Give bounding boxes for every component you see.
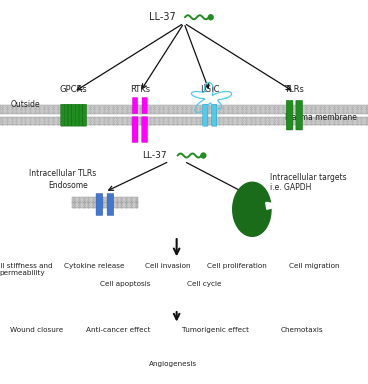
Text: Intracellular targets: Intracellular targets (270, 173, 347, 182)
FancyBboxPatch shape (132, 98, 138, 114)
Bar (0, 105, 368, 114)
Text: Cell stiffness and
permeability: Cell stiffness and permeability (0, 263, 53, 276)
FancyBboxPatch shape (72, 104, 75, 126)
Text: Cell migration: Cell migration (289, 263, 340, 269)
Text: i.e. GAPDH: i.e. GAPDH (270, 182, 312, 192)
Text: Cell apoptosis: Cell apoptosis (100, 281, 151, 287)
Bar (72, 197, 138, 203)
FancyBboxPatch shape (96, 194, 103, 215)
Text: Intracellular TLRs: Intracellular TLRs (29, 169, 97, 178)
Polygon shape (266, 202, 275, 209)
Text: LGIC: LGIC (200, 85, 219, 94)
Text: GPCRs: GPCRs (60, 85, 88, 94)
Polygon shape (233, 182, 271, 236)
FancyBboxPatch shape (68, 104, 72, 126)
FancyBboxPatch shape (75, 104, 79, 126)
FancyBboxPatch shape (296, 101, 302, 130)
Circle shape (201, 153, 206, 158)
Text: Wound closure: Wound closure (10, 327, 63, 333)
FancyBboxPatch shape (132, 117, 138, 142)
Text: Plasma membrane: Plasma membrane (285, 113, 357, 122)
FancyBboxPatch shape (83, 104, 86, 126)
FancyBboxPatch shape (107, 194, 114, 215)
Text: Anti-cancer effect: Anti-cancer effect (85, 327, 150, 333)
Text: Cell cycle: Cell cycle (187, 281, 222, 287)
FancyBboxPatch shape (142, 117, 148, 142)
Text: RTKs: RTKs (130, 85, 150, 94)
FancyBboxPatch shape (203, 104, 208, 126)
FancyBboxPatch shape (212, 104, 217, 126)
Text: Tumorigenic effect: Tumorigenic effect (182, 327, 249, 333)
Text: Cell proliferation: Cell proliferation (208, 263, 267, 269)
Text: LL-37: LL-37 (149, 12, 175, 22)
Text: Cytokine release: Cytokine release (64, 263, 124, 269)
FancyBboxPatch shape (61, 104, 64, 126)
Text: Cell invasion: Cell invasion (145, 263, 190, 269)
Text: Endosome: Endosome (48, 180, 88, 190)
Text: Angiogenesis: Angiogenesis (149, 361, 197, 367)
Text: Chemotaxis: Chemotaxis (280, 327, 323, 333)
Bar (0, 117, 368, 125)
Text: Outside: Outside (11, 100, 41, 109)
Text: TLRs: TLRs (284, 85, 304, 94)
FancyBboxPatch shape (142, 98, 147, 114)
Bar (72, 202, 138, 208)
Text: LL-37: LL-37 (142, 151, 167, 160)
Circle shape (208, 15, 213, 20)
FancyBboxPatch shape (286, 101, 293, 130)
FancyBboxPatch shape (64, 104, 68, 126)
FancyBboxPatch shape (79, 104, 83, 126)
